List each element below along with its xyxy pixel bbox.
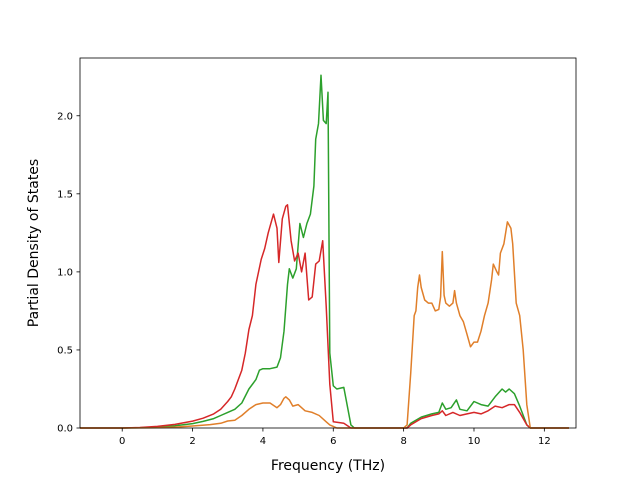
y-tick-label: 1.5 (57, 189, 73, 200)
series-layer (80, 74, 569, 429)
y-tick-label: 1.0 (57, 267, 73, 278)
plot-frame (79, 57, 577, 429)
x-tick-label: 0 (119, 436, 125, 447)
y-axis-ticks: 0.0 0.5 1.0 1.5 2.0 (57, 111, 80, 435)
y-tick-label: 0.5 (57, 345, 73, 356)
y-tick-label: 0.0 (57, 424, 73, 435)
x-tick-label: 6 (330, 436, 336, 447)
x-tick-label: 10 (468, 436, 481, 447)
x-tick-label: 12 (538, 436, 551, 447)
series-line-3 (80, 221, 569, 429)
y-tick-label: 2.0 (57, 111, 73, 122)
x-tick-label: 8 (400, 436, 406, 447)
x-axis-label: Frequency (THz) (271, 458, 385, 474)
y-axis-label: Partial Density of States (26, 159, 42, 327)
series-line-1 (80, 74, 569, 429)
x-axis-ticks: 0 2 4 6 8 10 12 (119, 428, 551, 447)
x-tick-label: 4 (260, 436, 266, 447)
series-line-2 (80, 204, 569, 429)
x-tick-label: 2 (189, 436, 195, 447)
